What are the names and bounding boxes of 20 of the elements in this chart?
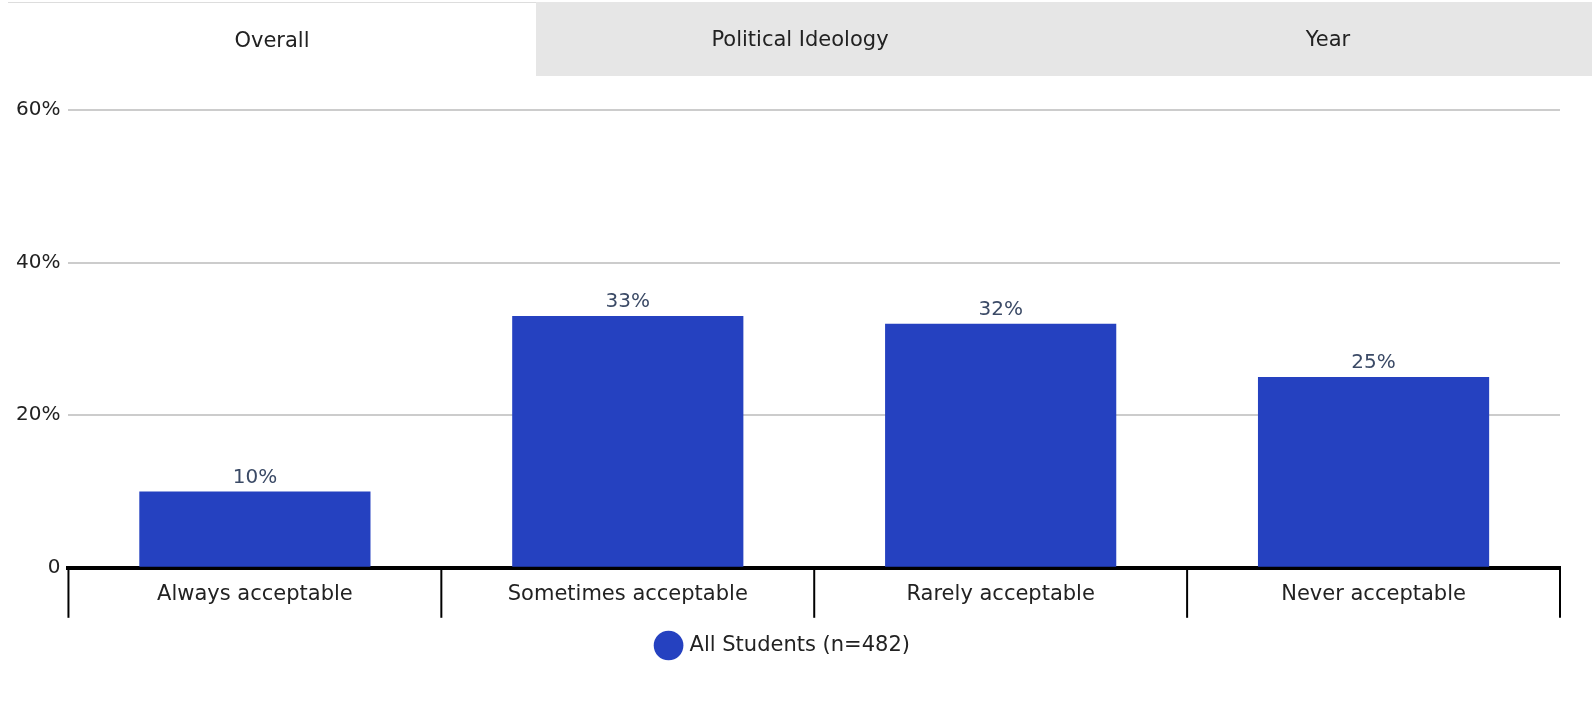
x-tick-label: Sometimes acceptable xyxy=(507,580,748,605)
data-label: 33% xyxy=(605,288,651,313)
bar xyxy=(885,323,1117,567)
bar xyxy=(139,491,371,567)
y-tick-label: 40% xyxy=(16,248,61,273)
x-tick-label: Rarely acceptable xyxy=(906,580,1095,605)
bar xyxy=(1257,377,1490,567)
y-tick-label: 0 xyxy=(47,554,61,578)
x-tick-label: Never acceptable xyxy=(1281,580,1466,605)
bar xyxy=(512,316,744,567)
text: Year xyxy=(1064,2,1592,76)
legend-label: All Students (n=482) xyxy=(689,631,910,656)
y-tick-label: 60% xyxy=(16,96,61,121)
data-label: 32% xyxy=(978,295,1023,320)
x-tick-label: Always acceptable xyxy=(157,580,353,605)
data-label: 10% xyxy=(232,463,278,488)
text: Political Ideology xyxy=(536,2,1064,76)
data-label: 25% xyxy=(1351,349,1396,374)
y-tick-label: 20% xyxy=(16,401,61,426)
text: Overall xyxy=(8,2,536,76)
